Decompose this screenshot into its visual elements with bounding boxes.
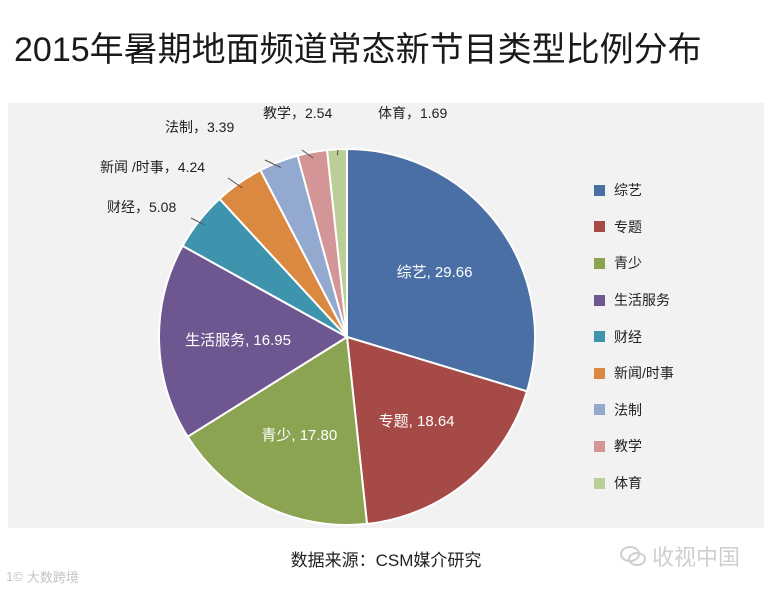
- pie-slice: [346, 147, 536, 393]
- legend-swatch: [594, 404, 605, 416]
- leader-line: [227, 177, 243, 189]
- legend-label: 财经: [614, 328, 642, 345]
- legend-swatch: [594, 331, 605, 343]
- watermark-right-text: 收视中国: [652, 545, 741, 570]
- watermark-left-prefix: 1©: [6, 569, 23, 584]
- leader-line: [336, 149, 339, 156]
- leader-line: [190, 217, 205, 226]
- legend-swatch: [594, 477, 605, 489]
- slice-label: 法制，3.39: [165, 119, 234, 135]
- slice-label: 财经，5.08: [107, 199, 176, 215]
- legend-item: 新闻/时事: [594, 355, 674, 392]
- legend-item: 体育: [594, 465, 674, 502]
- legend-swatch: [594, 221, 605, 233]
- legend-label: 新闻/时事: [614, 365, 674, 382]
- legend-label: 法制: [614, 401, 642, 418]
- pie-slice: [186, 335, 369, 526]
- legend-swatch: [594, 257, 605, 269]
- legend-label: 青少: [614, 255, 642, 272]
- legend-swatch: [594, 184, 605, 196]
- slice-label: 青少, 17.80: [261, 427, 337, 444]
- legend-label: 生活服务: [614, 292, 670, 309]
- legend-item: 生活服务: [594, 282, 674, 319]
- chart-legend: 综艺专题青少生活服务财经新闻/时事法制教学体育: [594, 172, 674, 501]
- chat-icon: [620, 546, 646, 566]
- legend-item: 法制: [594, 392, 674, 429]
- pie-slice: [345, 335, 529, 526]
- legend-swatch: [594, 294, 605, 306]
- slice-label: 新闻 /时事，4.24: [100, 159, 205, 175]
- legend-item: 财经: [594, 318, 674, 355]
- legend-item: 专题: [594, 209, 674, 246]
- legend-item: 青少: [594, 245, 674, 282]
- legend-item: 教学: [594, 428, 674, 465]
- slice-label: 教学，2.54: [263, 105, 332, 121]
- slice-label: 综艺, 29.66: [397, 264, 473, 281]
- legend-label: 体育: [614, 475, 642, 492]
- slice-label: 生活服务, 16.95: [185, 332, 291, 349]
- slice-label: 体育，1.69: [378, 105, 447, 121]
- pie-slice: [158, 244, 349, 439]
- page-title: 2015年暑期地面频道常态新节目类型比例分布: [14, 31, 702, 69]
- legend-swatch: [594, 367, 605, 379]
- legend-swatch: [594, 440, 605, 452]
- watermark-left: 1© 大数跨境: [6, 567, 79, 586]
- watermark-left-text: 大数跨境: [26, 570, 79, 585]
- legend-label: 综艺: [614, 182, 642, 199]
- legend-label: 专题: [614, 218, 642, 235]
- leader-line: [264, 159, 282, 168]
- leader-line: [301, 149, 314, 159]
- legend-label: 教学: [614, 438, 642, 455]
- data-source: 数据来源：CSM媒介研究: [290, 551, 482, 570]
- legend-item: 综艺: [594, 172, 674, 209]
- pie-slice: [325, 147, 348, 338]
- watermark-right: 收视中国: [620, 540, 740, 572]
- slice-label: 专题, 18.64: [379, 413, 455, 430]
